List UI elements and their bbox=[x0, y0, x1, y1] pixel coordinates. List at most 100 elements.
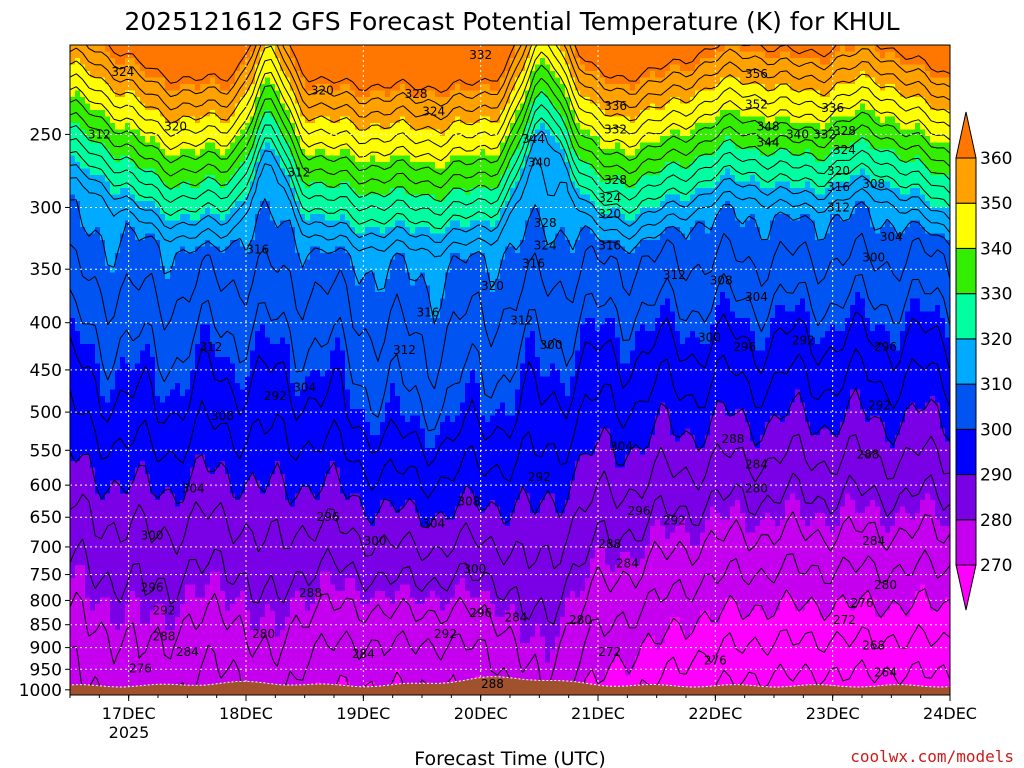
field-cell bbox=[125, 45, 131, 53]
field-cell bbox=[685, 149, 691, 157]
field-cell bbox=[910, 51, 916, 59]
field-cell bbox=[615, 58, 621, 66]
field-cell bbox=[815, 136, 821, 144]
field-cell bbox=[655, 84, 661, 92]
field-cell bbox=[315, 227, 321, 235]
field-cell bbox=[105, 194, 111, 202]
field-cell bbox=[910, 58, 916, 66]
field-cell bbox=[170, 77, 176, 85]
field-cell bbox=[625, 71, 631, 79]
field-cell bbox=[870, 84, 876, 92]
field-cell bbox=[90, 129, 96, 137]
field-cell bbox=[255, 149, 261, 157]
field-cell bbox=[375, 51, 381, 59]
field-cell bbox=[245, 77, 251, 85]
field-cell bbox=[460, 97, 466, 105]
field-cell bbox=[235, 84, 241, 92]
field-cell bbox=[695, 188, 701, 196]
field-cell bbox=[555, 51, 561, 59]
field-cell bbox=[70, 142, 76, 150]
field-cell bbox=[800, 123, 806, 131]
field-cell bbox=[915, 136, 921, 144]
field-cell bbox=[760, 207, 766, 215]
field-cell bbox=[875, 116, 881, 124]
field-cell bbox=[430, 214, 436, 222]
field-cell bbox=[370, 116, 376, 124]
field-cell bbox=[780, 188, 786, 196]
field-cell bbox=[470, 162, 476, 170]
field-cell bbox=[185, 227, 191, 235]
field-cell bbox=[610, 116, 616, 124]
field-cell bbox=[180, 220, 186, 228]
field-cell bbox=[655, 64, 661, 72]
field-cell bbox=[285, 207, 291, 215]
field-cell bbox=[80, 103, 86, 111]
field-cell bbox=[90, 136, 96, 144]
field-cell bbox=[445, 58, 451, 66]
field-cell bbox=[825, 136, 831, 144]
field-cell bbox=[930, 220, 936, 228]
field-cell bbox=[580, 168, 586, 176]
field-cell bbox=[205, 136, 211, 144]
field-cell bbox=[240, 71, 246, 79]
field-cell bbox=[660, 162, 666, 170]
field-cell bbox=[440, 97, 446, 105]
field-cell bbox=[225, 45, 231, 53]
field-cell bbox=[730, 214, 736, 222]
field-cell bbox=[730, 129, 736, 137]
field-cell bbox=[580, 84, 586, 92]
field-cell bbox=[340, 168, 346, 176]
field-cell bbox=[465, 220, 471, 228]
field-cell bbox=[895, 77, 901, 85]
field-cell bbox=[70, 90, 76, 98]
field-cell bbox=[890, 77, 896, 85]
field-cell bbox=[785, 90, 791, 98]
field-cell bbox=[455, 58, 461, 66]
field-cell bbox=[475, 45, 481, 53]
field-cell bbox=[675, 58, 681, 66]
field-cell bbox=[785, 168, 791, 176]
field-cell bbox=[810, 149, 816, 157]
field-cell bbox=[155, 45, 161, 53]
field-cell bbox=[530, 136, 536, 144]
field-cell bbox=[240, 142, 246, 150]
field-cell bbox=[105, 110, 111, 118]
field-cell bbox=[765, 149, 771, 157]
field-cell bbox=[625, 162, 631, 170]
field-cell bbox=[360, 45, 366, 53]
field-cell bbox=[920, 84, 926, 92]
field-cell bbox=[500, 97, 506, 105]
field-cell bbox=[285, 116, 291, 124]
field-cell bbox=[475, 90, 481, 98]
field-cell bbox=[340, 123, 346, 131]
field-cell bbox=[435, 162, 441, 170]
field-cell bbox=[160, 45, 166, 53]
field-cell bbox=[540, 110, 546, 118]
field-cell bbox=[620, 149, 626, 157]
field-cell bbox=[350, 71, 356, 79]
field-cell bbox=[620, 110, 626, 118]
field-cell bbox=[790, 129, 796, 137]
field-cell bbox=[310, 58, 316, 66]
field-cell bbox=[725, 71, 731, 79]
field-cell bbox=[805, 45, 811, 53]
field-cell bbox=[435, 110, 441, 118]
field-cell bbox=[380, 207, 386, 215]
field-cell bbox=[760, 129, 766, 137]
field-cell bbox=[750, 175, 756, 183]
field-cell bbox=[275, 162, 281, 170]
field-cell bbox=[385, 123, 391, 131]
field-cell bbox=[920, 162, 926, 170]
field-cell bbox=[820, 110, 826, 118]
field-cell bbox=[725, 103, 731, 111]
field-cell bbox=[360, 129, 366, 137]
field-cell bbox=[550, 110, 556, 118]
field-cell bbox=[230, 51, 236, 59]
field-cell bbox=[230, 149, 236, 157]
field-cell bbox=[460, 162, 466, 170]
field-cell bbox=[490, 116, 496, 124]
field-cell bbox=[945, 155, 950, 163]
field-cell bbox=[155, 129, 161, 137]
field-cell bbox=[710, 142, 716, 150]
field-cell bbox=[165, 77, 171, 85]
